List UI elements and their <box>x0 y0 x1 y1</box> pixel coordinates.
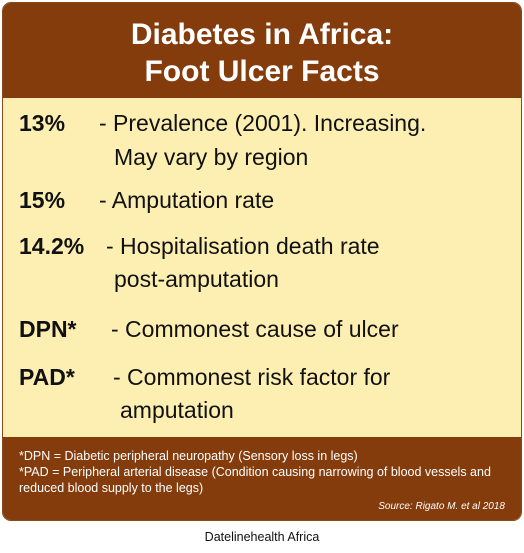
infographic-card: Diabetes in Africa: Foot Ulcer Facts 13%… <box>2 2 522 521</box>
fact-dpn: DPN* - Commonest cause of ulcer <box>3 313 521 347</box>
fact-description: - Commonest risk factor for <box>113 364 391 390</box>
fact-description-cont: post-amputation <box>114 266 279 292</box>
fact-pad: PAD* - Commonest risk factor for amputat… <box>3 361 521 431</box>
fact-description-cont: May vary by region <box>114 144 309 170</box>
fact-key: 14.2% <box>19 233 85 259</box>
fact-description-cont: amputation <box>120 397 234 423</box>
fact-description: - Commonest cause of ulcer <box>111 316 399 342</box>
fact-prevalence: 13% - Prevalence (2001). Increasing. May… <box>3 107 521 177</box>
title-line-2: Foot Ulcer Facts <box>144 55 380 88</box>
footnotes-panel: *DPN = Diabetic peripheral neuropathy (S… <box>3 437 521 520</box>
publisher-credit: Datelinehealth Africa <box>204 530 320 544</box>
fact-description: - Amputation rate <box>99 187 275 213</box>
source-citation: Source: Rigato M. et al 2018 <box>378 501 505 512</box>
fact-key: PAD* <box>19 364 75 390</box>
fact-description: - Hospitalisation death rate <box>106 233 380 259</box>
footnote-pad: *PAD = Peripheral arterial disease (Cond… <box>19 465 491 495</box>
fact-key: 15% <box>19 187 66 213</box>
title-line-1: Diabetes in Africa: <box>130 18 394 51</box>
title-banner: Diabetes in Africa: Foot Ulcer Facts <box>3 3 521 98</box>
fact-amputation-rate: 15% - Amputation rate <box>3 184 521 218</box>
footnote-dpn: *DPN = Diabetic peripheral neuropathy (S… <box>19 449 358 463</box>
fact-key: DPN* <box>19 316 77 342</box>
fact-description: - Prevalence (2001). Increasing. <box>99 110 427 136</box>
fact-key: 13% <box>19 110 66 136</box>
fact-death-rate: 14.2% - Hospitalisation death rate post-… <box>3 230 521 300</box>
